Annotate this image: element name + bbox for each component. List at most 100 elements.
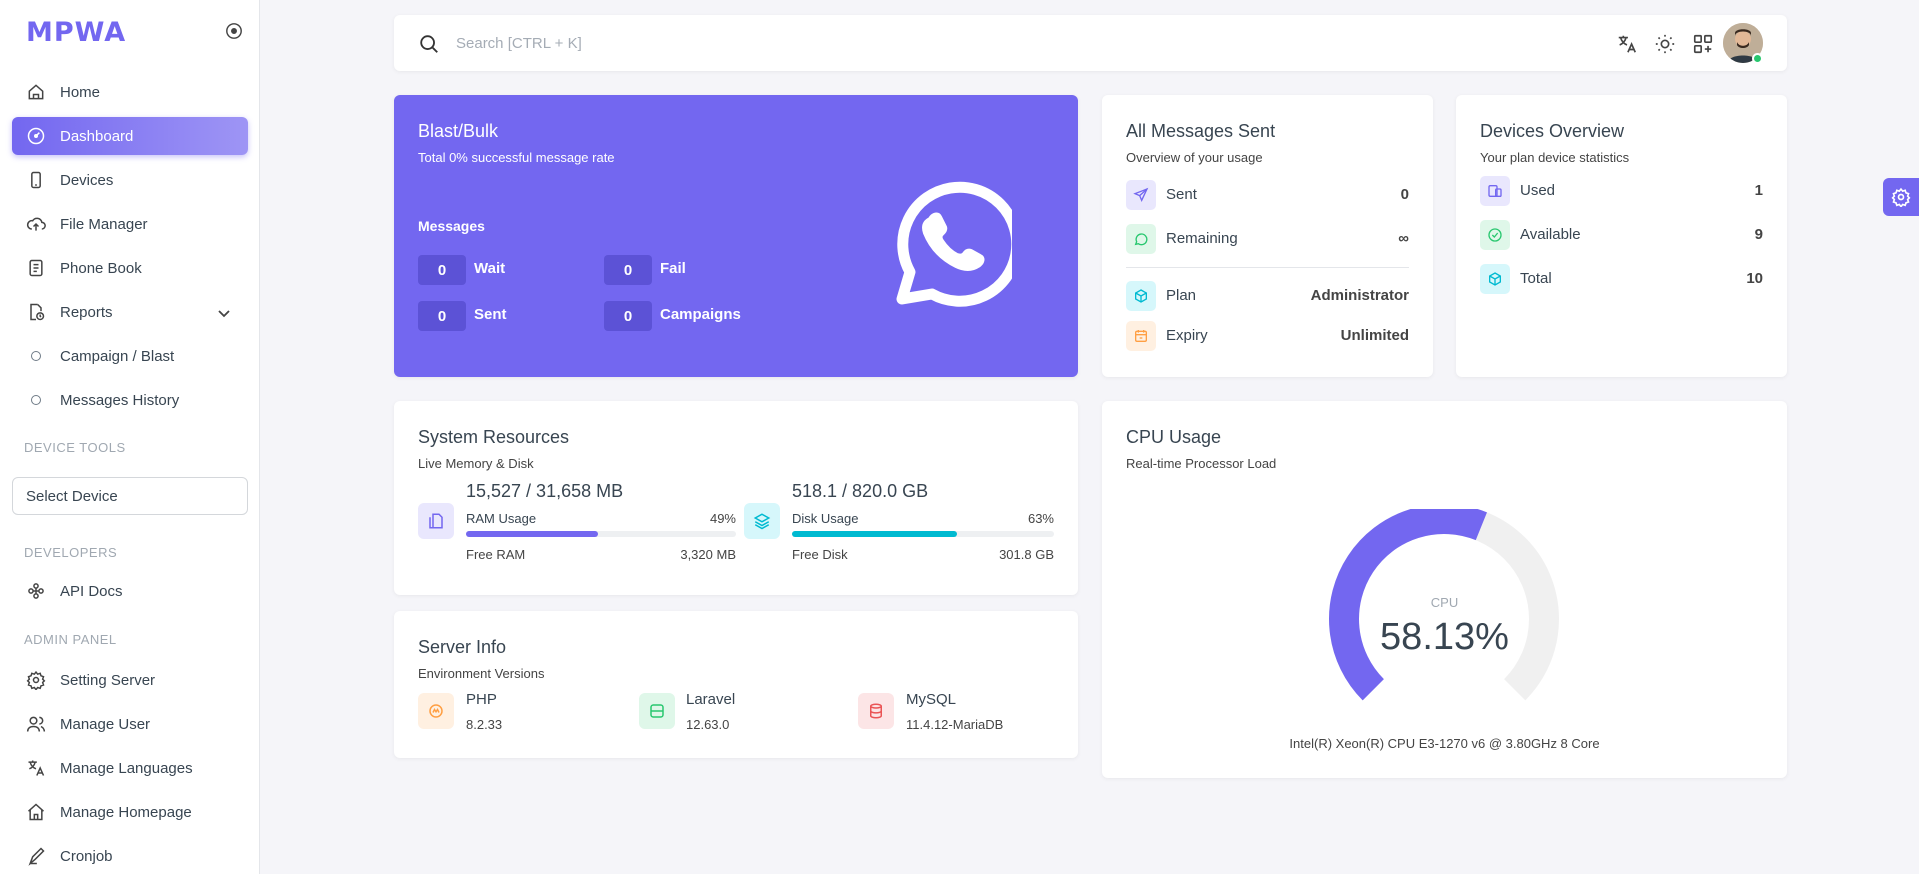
chevron-down-icon [216,305,232,321]
row-plan-label: Plan [1166,287,1197,304]
row-sent-label: Sent [1166,186,1197,203]
sidebar-item-label: Setting Server [60,671,156,689]
users-icon [26,714,46,734]
sidebar-item-phone-book[interactable]: Phone Book [12,249,248,287]
sidebar-subitem-campaign-blast[interactable]: Campaign / Blast [12,337,248,375]
nav-header-admin-panel: ADMIN PANEL [24,632,117,647]
sidebar-item-manage-languages[interactable]: Manage Languages [12,749,248,787]
all-messages-subtitle: Overview of your usage [1126,150,1263,165]
disk-progress-track [792,531,1054,537]
ram-progress-track [466,531,736,537]
sidebar-item-label: Manage User [60,715,151,733]
sidebar-item-label: Home [60,83,101,101]
row-used-label: Used [1520,182,1556,199]
all-messages-title: All Messages Sent [1126,121,1276,141]
system-resources-subtitle: Live Memory & Disk [418,456,534,471]
sidebar-toggle-icon[interactable] [225,22,243,40]
devices-overview-title: Devices Overview [1480,121,1625,141]
disk-progress-fill [792,531,958,537]
blast-bulk-card: Blast/Bulk Total 0% successful message r… [394,95,1078,377]
box-icon [1126,281,1156,311]
select-device-dropdown[interactable]: Select Device [12,477,248,515]
sidebar-item-setting-server[interactable]: Setting Server [12,661,248,699]
customizer-gear-button[interactable] [1883,178,1919,216]
calendar-icon [1126,321,1156,351]
row-used-value: 1 [1754,182,1763,199]
row-remaining-value: ∞ [1398,230,1409,247]
gear-icon [26,670,46,690]
free-ram-value: 3,320 MB [680,547,736,562]
memory-icon [418,503,454,539]
stat-wait-value: 0 [418,255,466,285]
divider [1126,267,1409,268]
cpu-gauge-label: CPU [1430,595,1459,610]
server-mysql-name: MySQL [906,691,957,708]
devices-overview-card: Devices Overview Your plan device statis… [1456,95,1787,377]
sidebar-item-reports[interactable]: Reports [12,293,248,331]
chat-icon [1126,224,1156,254]
sidebar-subitem-messages-history[interactable]: Messages History [12,381,248,419]
row-available-value: 9 [1754,226,1763,243]
ram-usage-value: 15,527 / 31,658 MB [466,481,624,501]
sidebar-item-file-manager[interactable]: File Manager [12,205,248,243]
translate-icon[interactable] [1616,33,1638,55]
system-resources-card: System Resources Live Memory & Disk 15,5… [394,401,1078,595]
select-device-label: Select Device [26,487,118,505]
stat-campaigns-label: Campaigns [660,306,741,323]
cloud-upload-icon [26,214,46,234]
free-disk-value: 301.8 GB [999,547,1054,562]
server-laravel-name: Laravel [686,691,736,708]
cpu-gauge-value: 58.13% [1380,616,1509,658]
server-icon [639,693,675,729]
row-sent-value: 0 [1400,186,1409,203]
nav-header-developers: DEVELOPERS [24,545,118,560]
brand-logo[interactable]: MPWA [26,16,127,48]
sidebar-item-label: Devices [60,171,114,189]
sidebar-item-manage-user[interactable]: Manage User [12,705,248,743]
logo-text: MPWA [26,16,127,48]
cpu-model-text: Intel(R) Xeon(R) CPU E3-1270 v6 @ 3.80GH… [1289,736,1600,751]
blast-subtitle: Total 0% successful message rate [418,150,615,165]
sidebar-item-home[interactable]: Home [12,73,248,111]
server-php-name: PHP [466,691,497,708]
sidebar-item-label: Phone Book [60,259,142,277]
apps-add-icon[interactable] [1692,33,1714,55]
devices-overview-subtitle: Your plan device statistics [1480,150,1630,165]
messages-label: Messages [418,218,485,234]
database-icon [858,693,894,729]
all-messages-card: All Messages Sent Overview of your usage… [1102,95,1433,377]
system-resources-title: System Resources [418,427,570,447]
sidebar-item-label: Messages History [60,391,180,409]
server-php-version: 8.2.33 [466,717,503,732]
blast-title: Blast/Bulk [418,121,499,141]
free-ram-label: Free RAM [466,547,526,562]
server-info-title: Server Info [418,637,507,657]
language-icon [26,758,46,778]
sidebar-item-manage-homepage[interactable]: Manage Homepage [12,793,248,831]
sun-icon[interactable] [1654,33,1676,55]
row-plan-value: Administrator [1310,287,1409,304]
cpu-usage-card: CPU Usage Real-time Processor Load CPU 5… [1102,401,1787,778]
home-icon [26,82,46,102]
layers-icon [744,503,780,539]
search-input[interactable] [456,29,1056,57]
sidebar-item-api-docs[interactable]: API Docs [12,572,248,610]
row-expiry-label: Expiry [1166,327,1208,344]
cpu-gauge-fill [1329,509,1487,701]
server-mysql-version: 11.4.12-MariaDB [906,717,1004,732]
search-icon[interactable] [418,33,440,55]
sidebar-item-label: API Docs [60,582,123,600]
sidebar: MPWA Home Dashboard Devices File Manager… [0,0,260,874]
sidebar-item-label: Dashboard [60,127,134,145]
sidebar-item-devices[interactable]: Devices [12,161,248,199]
sidebar-item-cronjob[interactable]: Cronjob [12,837,248,874]
disk-usage-value: 518.1 / 820.0 GB [792,481,929,501]
device-icon [26,170,46,190]
row-expiry-value: Unlimited [1340,327,1409,344]
reports-icon [26,302,46,322]
sidebar-item-label: Manage Homepage [60,803,192,821]
stat-fail-value: 0 [604,255,652,285]
api-icon [26,581,46,601]
sidebar-item-dashboard[interactable]: Dashboard [12,117,248,155]
bullet-icon [31,351,41,361]
